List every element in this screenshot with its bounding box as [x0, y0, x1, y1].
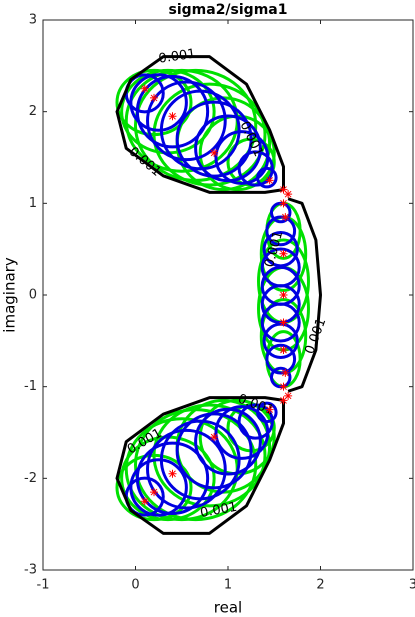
eigenvalue-marker [168, 469, 177, 478]
eigenvalue-marker [281, 368, 290, 377]
eigenvalue-marker [150, 488, 158, 497]
eigenvalue-marker [284, 190, 293, 199]
y-tick-label: -3 [24, 563, 37, 578]
x-tick-label: 0 [131, 578, 139, 593]
blue-circle [256, 166, 278, 189]
blue-circle [256, 401, 278, 424]
eigenvalue-marker [279, 396, 288, 405]
blue-circle [129, 458, 188, 517]
contour-line [287, 197, 322, 393]
eigenvalue-marker [284, 391, 293, 400]
y-tick-label: 1 [29, 196, 37, 211]
blue-circle [159, 419, 241, 501]
x-tick-label: 1 [224, 578, 232, 593]
eigenvalue-marker [140, 497, 149, 506]
eigenvalue-marker [168, 112, 177, 121]
blue-circle [159, 89, 241, 171]
eigenvalue-marker [279, 346, 288, 354]
eigenvalue-marker [150, 93, 158, 102]
eigenvalue-marker [279, 199, 288, 208]
blue-circle [265, 343, 297, 375]
y-tick-label: -2 [24, 471, 37, 486]
green-ellipse [152, 403, 267, 508]
eigenvalue-marker [279, 185, 288, 194]
contour-label: 0.001 [158, 47, 197, 67]
y-tick-label: 0 [29, 288, 37, 303]
y-tick-label: -1 [24, 379, 37, 394]
eigenvalue-marker [279, 318, 288, 327]
eigenvalue-marker [265, 176, 274, 185]
x-tick-label: 2 [316, 578, 324, 593]
blue-circle [260, 247, 301, 288]
green-ellipse [152, 82, 267, 187]
blue-circle [146, 80, 227, 162]
eigenvalue-marker [279, 249, 288, 258]
blue-circle [146, 428, 227, 510]
y-tick-label: 2 [29, 104, 37, 119]
contour-line [115, 396, 285, 535]
blue-circle [135, 441, 210, 515]
y-tick-label: 3 [29, 13, 37, 28]
eigenvalue-marker [265, 405, 274, 414]
blue-circle [262, 322, 299, 359]
eigenvalue-marker [140, 84, 149, 93]
blue-circle [260, 265, 301, 306]
eigenvalue-marker [210, 148, 219, 157]
blue-circle [135, 75, 210, 149]
contour-line [115, 55, 285, 194]
x-axis-label: real [214, 599, 242, 617]
eigenvalue-marker [279, 382, 288, 391]
eigenvalue-marker [279, 291, 288, 299]
blue-circle [265, 215, 297, 247]
blue-circle [129, 73, 188, 132]
x-tick-label: 3 [409, 578, 415, 593]
eigenvalue-marker [210, 433, 219, 442]
eigenvalue-marker [281, 213, 290, 222]
blue-circle [262, 231, 299, 268]
contour-label: 0.001 [199, 500, 238, 521]
chart-title: sigma2/sigma1 [169, 2, 288, 18]
y-axis-label: imaginary [1, 257, 19, 333]
x-tick-label: -1 [37, 578, 50, 593]
